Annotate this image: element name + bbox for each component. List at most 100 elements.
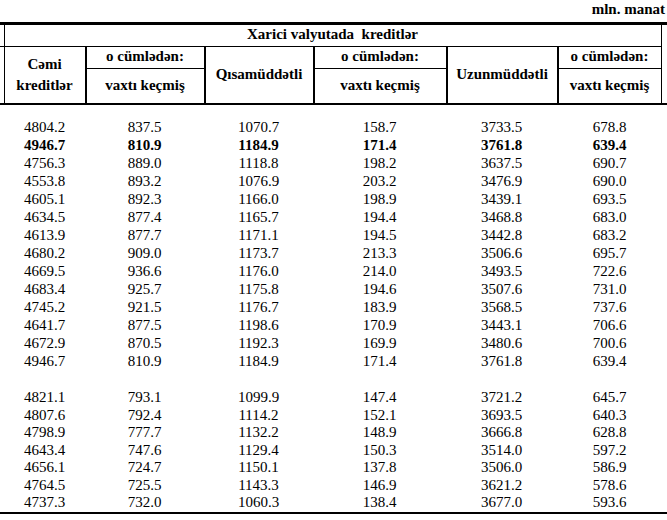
column-header-overdue-2: vaxtı keçmiş — [315, 69, 445, 102]
table-cell: 870.5 — [85, 334, 204, 352]
table-cell: 1118.8 — [204, 154, 313, 172]
table-cell: 3637.5 — [446, 154, 557, 172]
table-cell: 586.9 — [557, 459, 662, 477]
table-cell: 4745.2 — [4, 298, 85, 316]
table-cell: 138.4 — [313, 494, 446, 512]
table-row: 4641.7877.51198.6170.93443.1706.6 — [0, 316, 667, 334]
table-body: 4804.2837.51070.7158.73733.5678.84946.78… — [0, 104, 667, 512]
table-row: 4553.8893.21076.9203.23476.9690.0 — [0, 172, 667, 190]
table-cell: 732.0 — [85, 494, 204, 512]
table-cell: 137.8 — [313, 459, 446, 477]
table-row: 4804.2837.51070.7158.73733.5678.8 — [0, 118, 667, 136]
table-cell: 4643.4 — [4, 442, 85, 460]
table-cell: 1198.6 — [204, 316, 313, 334]
table-cell: 3621.2 — [446, 477, 557, 495]
table-cell: 925.7 — [85, 280, 204, 298]
table-cell: 4798.9 — [4, 424, 85, 442]
table-cell: 1070.7 — [204, 118, 313, 136]
table-cell: 1184.9 — [204, 136, 313, 154]
table-cell: 683.0 — [557, 208, 662, 226]
table-cell: 893.2 — [85, 172, 204, 190]
table-cell: 1129.4 — [204, 442, 313, 460]
table-cell: 793.1 — [85, 389, 204, 407]
table-cell: 640.3 — [557, 407, 662, 425]
table-row: 4634.5877.41165.7194.43468.8683.0 — [0, 208, 667, 226]
table-cell: 725.5 — [85, 477, 204, 495]
table-cell: 3733.5 — [446, 118, 557, 136]
table-cell: 4821.1 — [4, 389, 85, 407]
table-cell: 3721.2 — [446, 389, 557, 407]
table-cell: 921.5 — [85, 298, 204, 316]
table-cell: 158.7 — [313, 118, 446, 136]
table-cell: 3761.8 — [446, 352, 557, 370]
table-cell: 171.4 — [313, 352, 446, 370]
table-cell: 3443.1 — [446, 316, 557, 334]
table-cell: 3666.8 — [446, 424, 557, 442]
table-cell: 1165.7 — [204, 208, 313, 226]
table-row: 4605.1892.31166.0198.93439.1693.5 — [0, 190, 667, 208]
table-cell: 1099.9 — [204, 389, 313, 407]
table-cell: 4804.2 — [4, 118, 85, 136]
table-row: 4613.9877.71171.1194.53442.8683.2 — [0, 226, 667, 244]
table-cell: 147.4 — [313, 389, 446, 407]
table-cell: 3442.8 — [446, 226, 557, 244]
table-title: Xarici valyutada kreditlər — [4, 24, 661, 45]
table-cell: 4946.7 — [4, 352, 85, 370]
table-cell: 4737.3 — [4, 494, 85, 512]
table-row: 4764.5725.51143.3146.93621.2578.6 — [0, 477, 667, 495]
table-cell: 4613.9 — [4, 226, 85, 244]
table-cell: 747.6 — [85, 442, 204, 460]
table-cell: 639.4 — [557, 136, 662, 154]
table-cell: 3761.8 — [446, 136, 557, 154]
table-cell: 194.4 — [313, 208, 446, 226]
column-header-long-term: Uzunmüddətli — [448, 47, 556, 102]
table-cell: 3568.5 — [446, 298, 557, 316]
table-cell: 4764.5 — [4, 477, 85, 495]
table-cell: 792.4 — [85, 407, 204, 425]
column-header-overdue-1: vaxtı keçmiş — [87, 69, 203, 102]
table-row: 4821.1793.11099.9147.43721.2645.7 — [0, 389, 667, 407]
table-cell: 695.7 — [557, 244, 662, 262]
table-cell: 150.3 — [313, 442, 446, 460]
table-cell: 152.1 — [313, 407, 446, 425]
table-row: 4669.5936.61176.0214.03493.5722.6 — [0, 262, 667, 280]
table-cell: 1176.0 — [204, 262, 313, 280]
column-header-including-3: o cümlədən: — [559, 46, 660, 67]
table-cell: 1150.1 — [204, 459, 313, 477]
table-row: 4683.4925.71175.8194.63507.6731.0 — [0, 280, 667, 298]
table-cell: 737.6 — [557, 298, 662, 316]
column-header-short-term: Qısamüddətli — [206, 47, 312, 102]
table-cell: 1143.3 — [204, 477, 313, 495]
table-cell: 706.6 — [557, 316, 662, 334]
table-cell: 889.0 — [85, 154, 204, 172]
table-row: 4756.3889.01118.8198.23637.5690.7 — [0, 154, 667, 172]
table-cell: 214.0 — [313, 262, 446, 280]
column-header-total-credits: Cəmi kreditlər — [6, 47, 83, 102]
table-cell: 4756.3 — [4, 154, 85, 172]
table-row: 4643.4747.61129.4150.33514.0597.2 — [0, 442, 667, 460]
column-header-including-2: o cümlədən: — [315, 46, 445, 67]
table-cell: 1184.9 — [204, 352, 313, 370]
table-cell: 1132.2 — [204, 424, 313, 442]
table-cell: 690.7 — [557, 154, 662, 172]
table-cell: 198.9 — [313, 190, 446, 208]
table-cell: 1114.2 — [204, 407, 313, 425]
table-cell: 892.3 — [85, 190, 204, 208]
table-row: 4946.7810.91184.9171.43761.8639.4 — [0, 136, 667, 154]
table-cell: 628.8 — [557, 424, 662, 442]
table-cell: 3507.6 — [446, 280, 557, 298]
data-group-1: 4804.2837.51070.7158.73733.5678.84946.78… — [0, 118, 667, 370]
table-cell: 724.7 — [85, 459, 204, 477]
table-cell: 3506.6 — [446, 244, 557, 262]
table-cell: 4669.5 — [4, 262, 85, 280]
table-cell: 683.2 — [557, 226, 662, 244]
table-cell: 183.9 — [313, 298, 446, 316]
table-cell: 690.0 — [557, 172, 662, 190]
table-cell: 4672.9 — [4, 334, 85, 352]
table-row: 4737.3732.01060.3138.43677.0593.6 — [0, 494, 667, 512]
table-cell: 693.5 — [557, 190, 662, 208]
group-gap — [0, 370, 667, 389]
table-cell: 3506.0 — [446, 459, 557, 477]
table-row: 4946.7810.91184.9171.43761.8639.4 — [0, 352, 667, 370]
table-cell: 169.9 — [313, 334, 446, 352]
